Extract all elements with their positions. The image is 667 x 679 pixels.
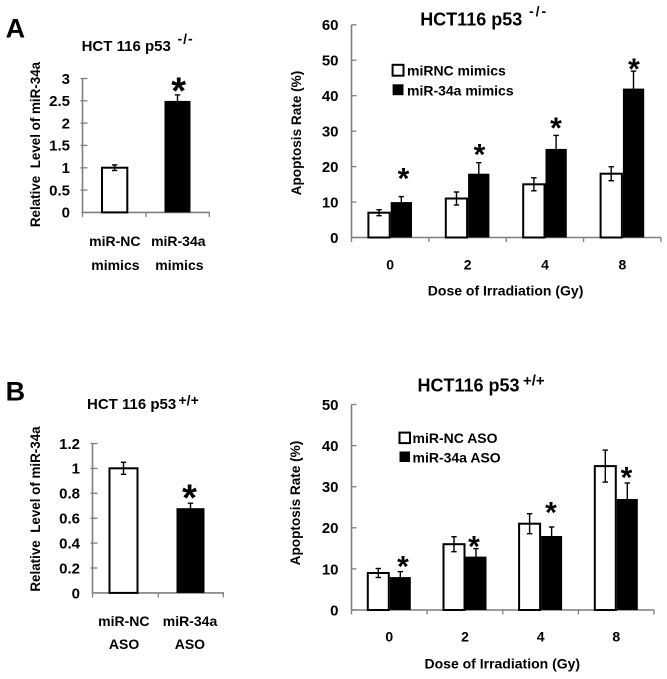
svg-text:2: 2 — [464, 257, 472, 273]
svg-text:*: * — [398, 163, 410, 196]
svg-text:30: 30 — [322, 479, 339, 496]
svg-text:0: 0 — [330, 230, 338, 247]
svg-text:miR-34a mimics: miR-34a mimics — [407, 82, 514, 98]
svg-text:-/-: -/- — [178, 31, 194, 47]
svg-text:B: B — [6, 376, 26, 406]
svg-text:Relative Level of miR-34a: Relative Level of miR-34a — [28, 61, 43, 227]
svg-text:*: * — [550, 112, 562, 145]
svg-text:8: 8 — [619, 257, 627, 273]
svg-text:2: 2 — [62, 115, 70, 132]
svg-text:miR-NC ASO: miR-NC ASO — [413, 430, 498, 446]
svg-text:50: 50 — [322, 53, 339, 70]
svg-text:4: 4 — [541, 257, 549, 273]
svg-text:1.5: 1.5 — [49, 138, 70, 155]
svg-text:*: * — [182, 477, 197, 519]
svg-text:HCT116 p53: HCT116 p53 — [418, 376, 520, 396]
svg-text:2.5: 2.5 — [49, 93, 70, 110]
svg-text:0.5: 0.5 — [49, 182, 70, 199]
svg-text:A: A — [6, 13, 26, 43]
svg-text:0.8: 0.8 — [59, 486, 80, 503]
svg-text:0.2: 0.2 — [59, 560, 80, 577]
svg-text:40: 40 — [322, 438, 339, 455]
svg-text:2: 2 — [461, 629, 469, 645]
svg-text:*: * — [171, 71, 186, 113]
svg-text:+/+: +/+ — [523, 373, 545, 390]
svg-text:40: 40 — [322, 88, 339, 105]
svg-text:*: * — [621, 462, 633, 495]
svg-text:*: * — [468, 531, 480, 564]
svg-text:1.2: 1.2 — [59, 436, 80, 453]
svg-text:10: 10 — [322, 561, 339, 578]
svg-text:0: 0 — [330, 602, 338, 619]
svg-text:ASO: ASO — [175, 636, 205, 652]
svg-text:0: 0 — [386, 257, 394, 273]
svg-text:8: 8 — [612, 629, 620, 645]
svg-text:miR-34a: miR-34a — [151, 233, 206, 249]
svg-text:*: * — [545, 497, 557, 530]
svg-text:mimics: mimics — [155, 257, 203, 273]
svg-text:0.6: 0.6 — [59, 511, 80, 528]
svg-text:30: 30 — [322, 124, 339, 141]
svg-text:miR-NC: miR-NC — [89, 233, 140, 249]
svg-text:Apoptosis Rate (%): Apoptosis Rate (%) — [289, 71, 304, 196]
svg-text:1: 1 — [62, 160, 70, 177]
svg-text:mimics: mimics — [91, 257, 139, 273]
svg-text:Relative Level of miR-34a: Relative Level of miR-34a — [28, 426, 43, 592]
svg-text:0: 0 — [385, 629, 393, 645]
svg-text:20: 20 — [322, 520, 339, 537]
svg-text:miR-NC: miR-NC — [98, 613, 149, 629]
svg-text:60: 60 — [322, 17, 339, 34]
svg-text:10: 10 — [322, 195, 339, 212]
svg-text:0: 0 — [62, 205, 70, 222]
svg-text:HCT116 p53: HCT116 p53 — [420, 9, 522, 29]
svg-text:-/-: -/- — [529, 3, 548, 19]
svg-text:ASO: ASO — [109, 636, 139, 652]
svg-text:*: * — [397, 551, 409, 584]
svg-text:HCT 116 p53: HCT 116 p53 — [87, 396, 176, 413]
svg-text:0: 0 — [72, 585, 80, 602]
svg-text:HCT 116 p53: HCT 116 p53 — [82, 38, 171, 55]
svg-text:50: 50 — [322, 397, 339, 414]
svg-text:Dose of Irradiation (Gy): Dose of Irradiation (Gy) — [428, 282, 584, 298]
svg-text:20: 20 — [322, 159, 339, 176]
svg-text:3: 3 — [62, 71, 70, 88]
svg-text:miR-34a ASO: miR-34a ASO — [413, 449, 501, 465]
svg-text:*: * — [474, 139, 486, 172]
svg-text:Dose of Irradiation (Gy): Dose of Irradiation (Gy) — [425, 656, 581, 672]
svg-text:miR-34a: miR-34a — [163, 613, 218, 629]
svg-text:Apoptosis Rate (%): Apoptosis Rate (%) — [288, 441, 303, 566]
svg-text:1: 1 — [72, 461, 80, 478]
svg-text:+/+: +/+ — [179, 392, 199, 408]
svg-text:*: * — [628, 53, 640, 86]
svg-text:4: 4 — [537, 629, 545, 645]
svg-text:miRNC mimics: miRNC mimics — [407, 63, 506, 79]
svg-text:0.4: 0.4 — [59, 535, 81, 552]
